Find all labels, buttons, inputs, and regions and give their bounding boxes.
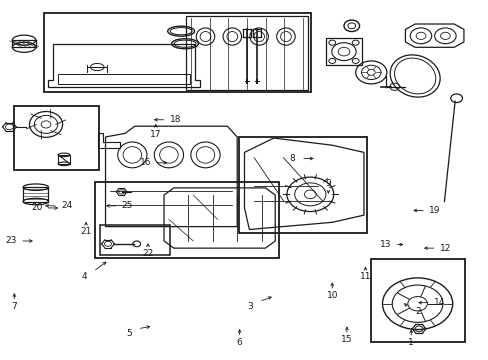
Bar <box>14 106 99 170</box>
Text: 18: 18 <box>169 115 181 124</box>
Text: 20: 20 <box>31 203 42 212</box>
Text: 24: 24 <box>61 201 72 210</box>
Bar <box>95 182 279 258</box>
Text: 2: 2 <box>414 307 420 316</box>
Text: 10: 10 <box>326 291 337 300</box>
Text: 15: 15 <box>341 335 352 344</box>
Text: 25: 25 <box>122 201 133 210</box>
Bar <box>58 74 189 84</box>
Text: 16: 16 <box>140 158 151 167</box>
Text: 1: 1 <box>407 338 413 347</box>
Bar <box>23 187 48 202</box>
Text: 9: 9 <box>325 179 330 188</box>
Bar <box>43 13 310 92</box>
Bar <box>370 258 465 342</box>
Text: 4: 4 <box>81 271 87 280</box>
Text: 13: 13 <box>379 240 391 249</box>
Text: 11: 11 <box>359 272 370 281</box>
Text: 8: 8 <box>289 154 295 163</box>
Text: 23: 23 <box>6 237 17 246</box>
Text: 3: 3 <box>247 302 253 311</box>
Text: 12: 12 <box>439 244 450 253</box>
Text: 17: 17 <box>150 130 161 139</box>
Text: 19: 19 <box>428 206 440 215</box>
Text: 6: 6 <box>236 338 242 347</box>
Text: 21: 21 <box>80 228 92 237</box>
Bar <box>238 137 366 233</box>
Bar <box>58 155 70 164</box>
Text: 7: 7 <box>11 302 17 311</box>
Bar <box>100 225 170 255</box>
Text: 5: 5 <box>126 329 132 338</box>
Text: 14: 14 <box>433 298 444 307</box>
Text: 22: 22 <box>142 249 153 258</box>
